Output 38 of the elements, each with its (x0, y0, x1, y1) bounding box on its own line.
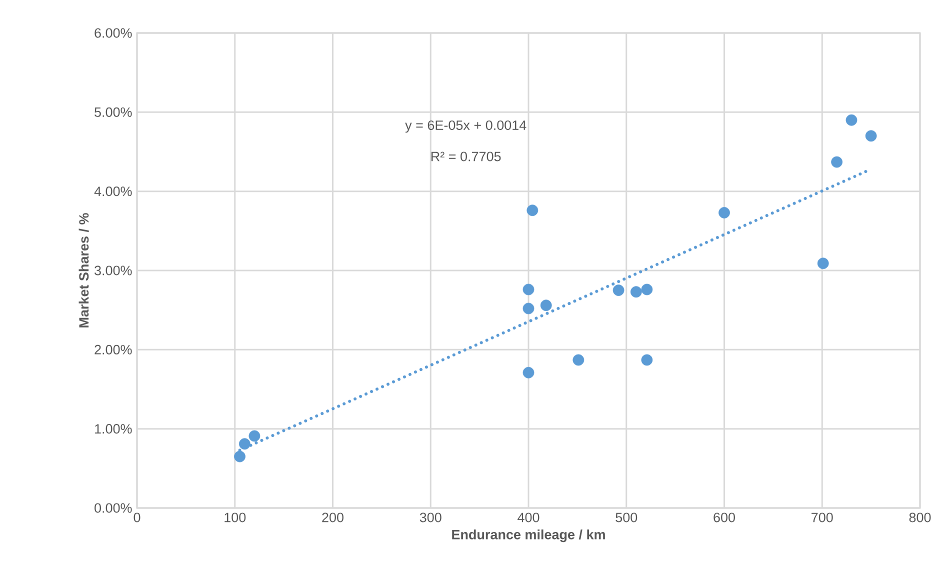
point (846, 114, 858, 126)
point (526, 204, 538, 216)
y-tick-label: 6.00% (94, 28, 132, 38)
x-tick-label: 600 (714, 512, 735, 522)
annotation: y = 6E-05x + 0.0014 (405, 120, 526, 133)
point (540, 300, 552, 312)
y-tick-label: 2.00% (94, 344, 132, 354)
point (718, 207, 730, 218)
point (522, 302, 534, 314)
x-axis-title: Endurance mileage / km (452, 529, 605, 542)
x-tick-label: 300 (420, 512, 442, 522)
point (612, 284, 624, 296)
x-tick-label: 800 (909, 512, 931, 522)
y-tick-label: 0.00% (94, 503, 132, 513)
x-tick-label: 200 (322, 512, 344, 522)
point (817, 258, 829, 270)
annotation: R² = 0.7705 (432, 152, 501, 162)
y-tick-label: 3.00% (94, 266, 132, 276)
point (865, 130, 877, 142)
y-tick-label: 5.00% (94, 107, 132, 117)
point (238, 438, 250, 450)
y-axis-title: Market Shares / % (78, 213, 89, 328)
point (641, 284, 653, 296)
x-tick-label: 700 (812, 512, 833, 522)
point (641, 354, 653, 366)
x-tick-label: 400 (518, 512, 540, 522)
point (522, 284, 534, 296)
point (630, 286, 642, 298)
point (572, 354, 584, 366)
y-tick-label: 4.00% (94, 186, 132, 196)
x-tick-label: 100 (224, 512, 246, 522)
point (831, 156, 843, 168)
x-tick-label: 0 (134, 512, 140, 522)
point (248, 430, 260, 442)
point (234, 450, 246, 462)
x-tick-label: 500 (616, 512, 638, 522)
point (522, 366, 534, 378)
y-tick-label: 1.00% (95, 424, 132, 434)
